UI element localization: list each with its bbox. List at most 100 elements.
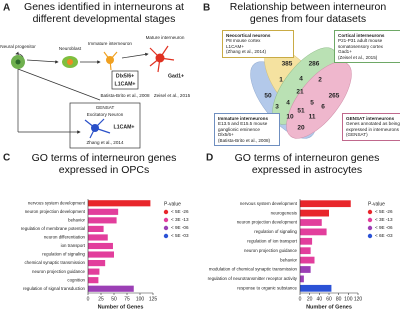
y-tick-label: behavior xyxy=(280,257,297,262)
x-tick-label: 0 xyxy=(299,296,302,302)
diagram-label: Mature interneuron xyxy=(146,35,185,40)
venn-count: 3 xyxy=(275,104,279,111)
bar xyxy=(88,242,113,250)
panel-title: Genes identified in interneurons at diff… xyxy=(24,1,184,25)
x-tick-label: 100 xyxy=(136,296,145,302)
legend-label: < 3E -13 xyxy=(375,217,393,222)
legend-label: < 9E -06 xyxy=(375,225,393,230)
venn-count: 6 xyxy=(321,104,325,111)
legend-label: < 5E -03 xyxy=(171,233,189,238)
bar xyxy=(88,268,100,275)
venn-count: 51 xyxy=(297,108,305,115)
venn-count: 4 xyxy=(299,76,303,83)
bar xyxy=(300,284,332,292)
bar xyxy=(300,256,315,264)
legend-label: < 3E -13 xyxy=(171,217,189,222)
legend-title: P-value xyxy=(164,201,181,207)
y-tick-label: neuron differentiation xyxy=(44,235,86,240)
dataset-box: Cortical interneurons P21-P31 adult mouse… xyxy=(334,30,400,64)
x-axis-label: Number of Genes xyxy=(306,304,352,310)
venn-count: 385 xyxy=(282,61,293,68)
box-line: (Zeisel et al., 2015) xyxy=(338,54,378,60)
x-tick-label: 25 xyxy=(98,296,104,302)
x-tick-label: 0 xyxy=(87,296,90,302)
y-tick-label: chemical synaptic transmission xyxy=(24,260,85,265)
legend-label: < 5E -26 xyxy=(171,209,189,214)
x-tick-label: 60 xyxy=(326,296,332,302)
box-line: Dlx5/6+ xyxy=(218,132,234,138)
panel-a-drawing xyxy=(11,51,149,149)
y-tick-label: neuron projection development xyxy=(25,209,86,214)
x-tick-label: 125 xyxy=(149,296,158,302)
venn-count: 265 xyxy=(329,93,340,100)
box-line: Neocortical neurons xyxy=(226,33,271,38)
box-line: (Batista-Brito et al., 2008) xyxy=(218,137,271,143)
x-tick-label: 120 xyxy=(354,296,363,302)
venn-count: 286 xyxy=(309,61,320,68)
diagram-label: Excitatory Neuron xyxy=(87,112,124,117)
box-line: P8 mouse cortex xyxy=(226,38,261,44)
bar xyxy=(300,247,311,255)
panel-title: Relationship between interneuron genes f… xyxy=(229,1,387,25)
y-tick-label: neuron projection development xyxy=(237,220,298,225)
bar xyxy=(300,266,311,273)
diagram-label: L1CAM+ xyxy=(114,124,135,130)
dataset-box: Immature interneurons E13.5 and E15.5 mou… xyxy=(214,113,280,147)
y-tick-label: regulation of signal transduction xyxy=(23,286,86,291)
legend-swatch xyxy=(163,233,169,239)
bar xyxy=(88,200,151,207)
panel-letter: C xyxy=(3,153,10,164)
venn xyxy=(250,47,352,139)
venn-count: 21 xyxy=(296,89,304,96)
y-tick-label: neuron projection guidance xyxy=(32,269,86,274)
bar xyxy=(88,208,119,215)
x-tick-label: 40 xyxy=(317,296,323,302)
bar xyxy=(300,228,327,236)
y-tick-label: neurogenesis xyxy=(271,210,298,215)
venn-count: 11 xyxy=(309,114,316,121)
y-tick-label: regulation of signaling xyxy=(42,252,85,257)
diagram-label: GENSAT xyxy=(96,105,115,110)
y-tick-label: response to organic substance xyxy=(237,285,297,290)
legend-swatch xyxy=(367,209,373,215)
dataset-box: Neocortical neurons P8 mouse cortex L1CAM+… xyxy=(222,30,294,58)
diagram-label: Gad1+ xyxy=(168,73,184,79)
diagram-label: Immature interneuron xyxy=(88,41,132,46)
venn-count: 10 xyxy=(286,114,294,121)
y-tick-label: neuron projection guidance xyxy=(244,248,298,253)
panel-letter: B xyxy=(203,3,210,14)
y-tick-label: cognition xyxy=(67,277,85,282)
y-tick-label: regulation of signaling xyxy=(254,229,297,234)
excitatory-neuron-soma xyxy=(91,124,99,132)
diagram-label: Batista-Brito et al., 2008 xyxy=(100,93,149,98)
box-line: Genes annotated as being expressed in in… xyxy=(346,121,400,138)
y-tick-label: ion transport xyxy=(61,243,86,248)
box-line: (Zhang et al., 2014) xyxy=(226,49,267,55)
chart-title: GO terms of interneuron genes expressed … xyxy=(234,152,380,176)
bar xyxy=(88,285,134,292)
venn-count: 50 xyxy=(264,93,272,100)
y-tick-label: modulation of chemical synaptic transmis… xyxy=(209,267,298,272)
nucleus xyxy=(15,59,21,65)
legend-swatch xyxy=(367,217,373,223)
panel-letter: A xyxy=(3,3,10,14)
venn-count: 5 xyxy=(310,100,314,107)
bar xyxy=(300,219,322,226)
diagram-label: Dlx5/6+ xyxy=(116,73,134,79)
bar xyxy=(88,217,117,224)
diagram-label: Neural progenitor xyxy=(0,44,36,49)
box-line: L1CAM+ xyxy=(226,43,245,49)
bar xyxy=(88,277,99,284)
x-tick-label: 100 xyxy=(344,296,353,302)
x-tick-label: 75 xyxy=(124,296,130,302)
bar xyxy=(300,200,351,208)
legend-swatch xyxy=(163,209,169,215)
legend-swatch xyxy=(367,225,373,231)
legend-label: < 6E -03 xyxy=(375,233,393,238)
box-line: GENSAT interneurons xyxy=(346,116,395,121)
immature-neuron-soma xyxy=(106,56,114,64)
bar xyxy=(300,237,313,245)
diagram-label: Zeisel et al., 2015 xyxy=(154,93,191,98)
